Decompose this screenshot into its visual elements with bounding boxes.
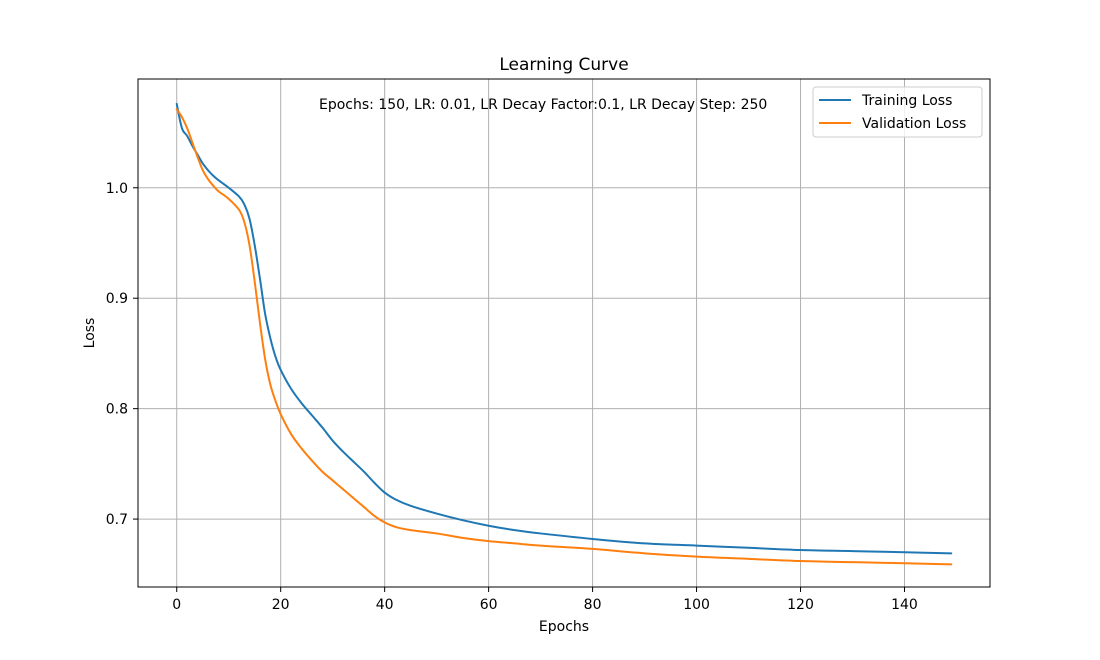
legend-box bbox=[812, 86, 983, 138]
x-axis-label: Epochs bbox=[539, 619, 589, 635]
y-tick-label: 0.9 bbox=[106, 291, 128, 307]
y-tick-label: 0.7 bbox=[106, 512, 128, 528]
x-tick-label: 40 bbox=[376, 597, 394, 613]
series-line-training-loss bbox=[175, 102, 953, 555]
x-tick-label: 80 bbox=[584, 597, 602, 613]
y-tick-label: 0.8 bbox=[106, 402, 128, 418]
x-tick-label: 120 bbox=[787, 597, 814, 613]
series-lines bbox=[175, 102, 953, 566]
x-tick-label: 20 bbox=[272, 597, 290, 613]
training-config-annotation: Epochs: 150, LR: 0.01, LR Decay Factor:0… bbox=[319, 97, 767, 113]
chart-title: Learning Curve bbox=[499, 55, 628, 75]
axis-ticks bbox=[133, 187, 905, 592]
legend-label-training-loss: Training Loss bbox=[861, 93, 952, 109]
series-line-validation-loss bbox=[175, 108, 953, 566]
legend-label-validation-loss: Validation Loss bbox=[862, 116, 966, 132]
y-axis-label: Loss bbox=[82, 318, 98, 349]
x-tick-label: 100 bbox=[683, 597, 710, 613]
x-tick-label: 60 bbox=[480, 597, 498, 613]
plot-frame bbox=[137, 78, 991, 588]
grid-lines bbox=[138, 79, 990, 587]
x-tick-label: 0 bbox=[172, 597, 181, 613]
y-tick-label: 1.0 bbox=[106, 181, 128, 197]
legend: Training Loss Validation Loss bbox=[812, 86, 983, 138]
x-tick-label: 140 bbox=[891, 597, 918, 613]
